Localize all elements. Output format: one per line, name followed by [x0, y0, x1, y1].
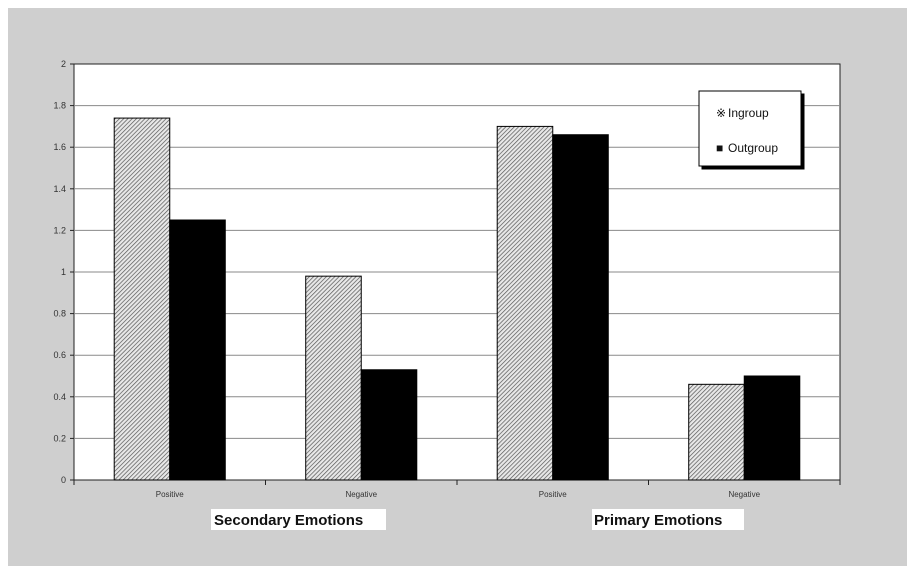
group-labels: Secondary Emotions Primary Emotions [211, 509, 744, 530]
x-category-label: Positive [539, 490, 568, 499]
y-tick-label: 0.6 [53, 350, 66, 360]
bar-outgroup-4 [743, 375, 801, 481]
y-tick-label: 1.8 [53, 101, 66, 111]
group-label-primary: Primary Emotions [594, 512, 722, 529]
legend-box [698, 90, 802, 167]
bar-outgroup-1 [169, 219, 226, 481]
bar-ingroup-3 [496, 125, 554, 481]
legend-marker-ingroup: ※ [716, 106, 726, 120]
y-tick-label: 0.8 [53, 309, 66, 319]
y-tick-label: 1 [61, 267, 66, 277]
x-category-label: Negative [345, 490, 377, 499]
legend-label-ingroup: Ingroup [728, 106, 769, 120]
y-tick-label: 0 [61, 475, 66, 485]
y-tick-label: 1.4 [53, 184, 66, 194]
bars [113, 117, 801, 481]
y-tick-label: 2 [61, 59, 66, 69]
legend-marker-outgroup: ■ [716, 141, 723, 155]
x-category-label: Negative [728, 490, 760, 499]
y-tick-label: 1.6 [53, 142, 66, 152]
y-tick-label: 0.2 [53, 433, 66, 443]
bar-ingroup-4 [688, 383, 745, 481]
group-label-bg-primary [592, 509, 744, 530]
bar-ingroup-2 [305, 275, 362, 481]
bar-outgroup-3 [552, 134, 609, 481]
bar-outgroup-2 [360, 369, 418, 481]
group-label-bg-secondary [211, 509, 386, 530]
group-label-secondary: Secondary Emotions [214, 512, 363, 529]
bar-ingroup-1 [113, 117, 171, 481]
x-axis: Positive Negative Positive Negative [73, 480, 841, 499]
y-axis-ticks: 0 0.2 0.4 0.6 0.8 1 1.2 1.4 1.6 1.8 2 [53, 59, 74, 485]
legend: ※ Ingroup ■ Outgroup [698, 90, 802, 167]
y-tick-label: 1.2 [53, 225, 66, 235]
legend-label-outgroup: Outgroup [728, 141, 778, 155]
y-tick-label: 0.4 [53, 392, 66, 402]
x-category-label: Positive [156, 490, 185, 499]
